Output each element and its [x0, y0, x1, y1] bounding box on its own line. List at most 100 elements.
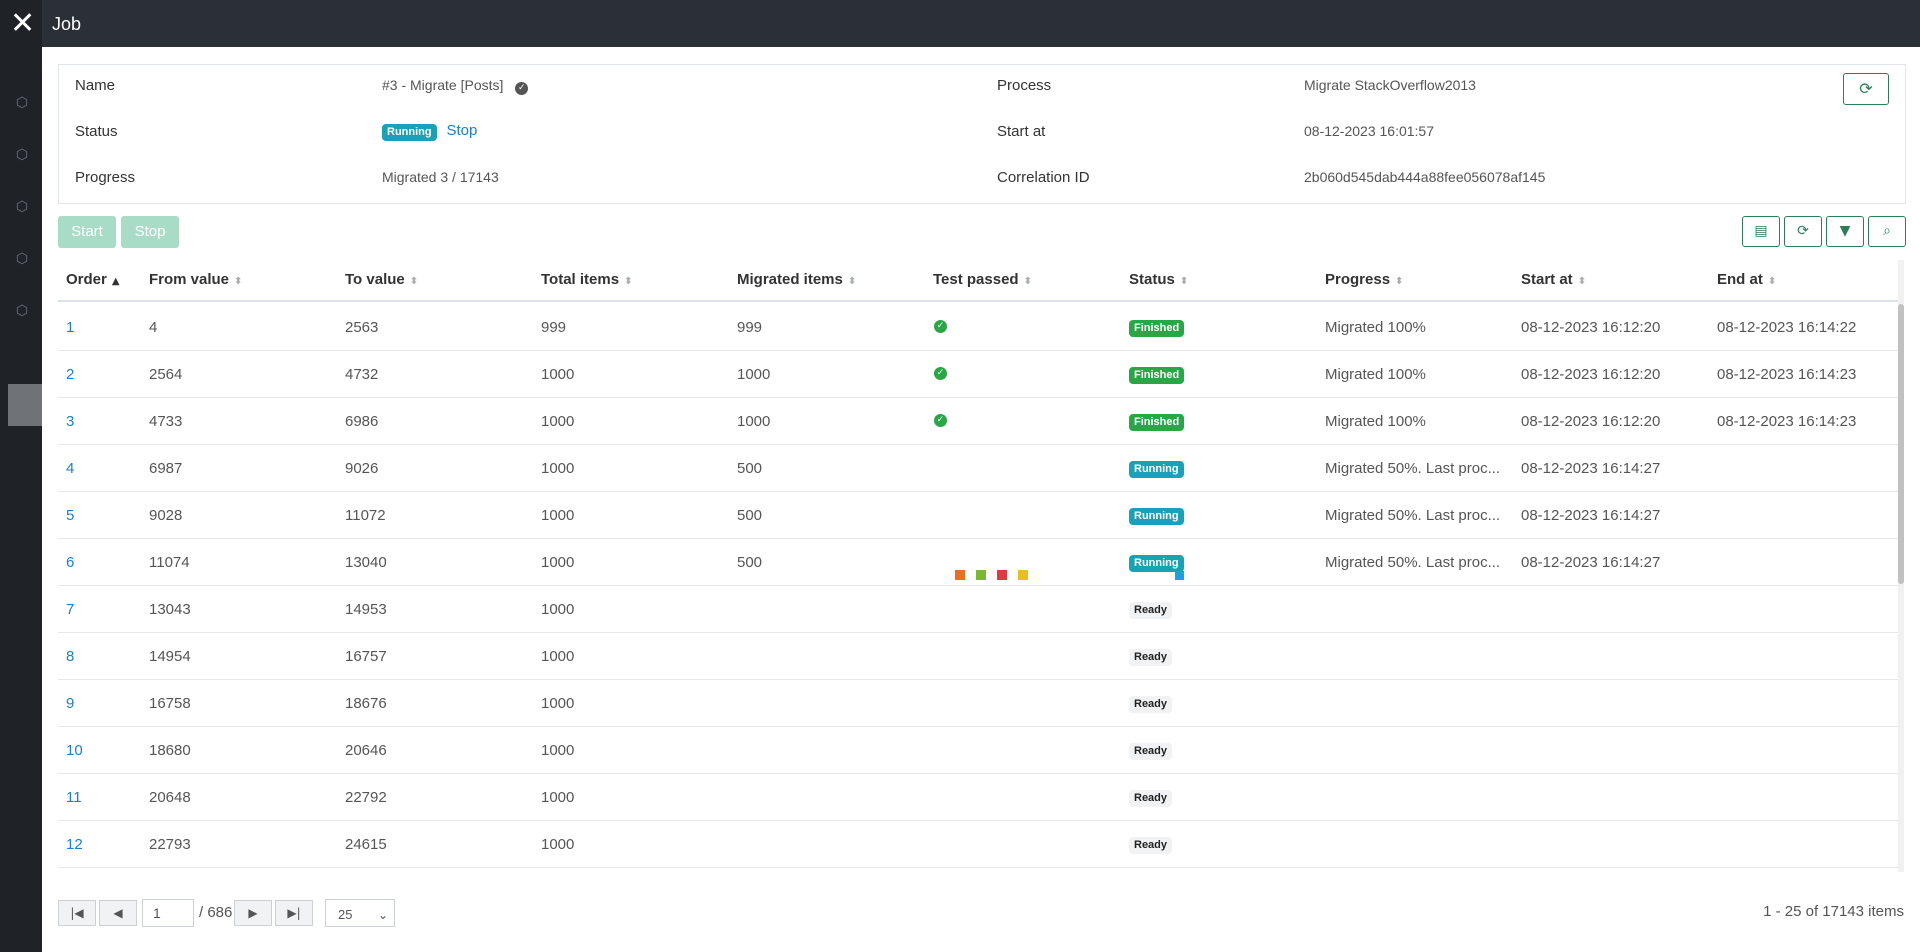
- table-row[interactable]: 1 4 2563 999 999 ✓ Finished Migrated 100% 08-12-…: [58, 304, 1898, 351]
- cell-from: 18680: [149, 742, 191, 759]
- export-excel-button[interactable]: ▤: [1742, 216, 1780, 247]
- cell-from: 13043: [149, 601, 191, 618]
- cell-total: 1000: [541, 601, 575, 618]
- cell-end: 08-12-2023 16:14:23: [1717, 366, 1857, 383]
- refresh-icon: ⟳: [1797, 223, 1809, 239]
- cell-end: 08-12-2023 16:14:23: [1717, 413, 1857, 430]
- table-row[interactable]: 4 6987 9026 1000 500 Running Migrated 50%. Las…: [58, 445, 1898, 492]
- order-link[interactable]: 6: [66, 554, 75, 571]
- prev-page-icon: ◀: [113, 906, 123, 920]
- cell-migrated: 999: [737, 319, 763, 336]
- table-row[interactable]: 10 18680 20646 1000 Ready: [58, 727, 1898, 774]
- cell-total: 1000: [541, 836, 575, 853]
- order-link[interactable]: 1: [66, 319, 75, 336]
- order-link[interactable]: 8: [66, 648, 75, 665]
- order-link[interactable]: 12: [66, 836, 83, 853]
- filter-button[interactable]: ▼: [1826, 216, 1864, 247]
- column-header-label: Status: [1129, 271, 1175, 288]
- column-header[interactable]: End at ⬍: [1717, 271, 1776, 288]
- column-header-label: Migrated items: [737, 271, 843, 288]
- refresh-grid-button[interactable]: ⟳: [1784, 216, 1822, 247]
- next-page-icon: ▶: [248, 906, 258, 920]
- order-link[interactable]: 3: [66, 413, 75, 430]
- job-name-text: #3 - Migrate [Posts]: [382, 77, 504, 93]
- cell-from: 16758: [149, 695, 191, 712]
- column-header[interactable]: Progress ⬍: [1325, 271, 1403, 288]
- last-page-icon: ▶|: [287, 906, 301, 920]
- table-row[interactable]: 12 22793 24615 1000 Ready: [58, 821, 1898, 868]
- cell-migrated: 500: [737, 554, 763, 571]
- cell-total: 1000: [541, 789, 575, 806]
- page-size-select[interactable]: 25 ⌄: [325, 899, 395, 927]
- status-label: Status: [75, 123, 118, 140]
- cell-to: 2563: [345, 319, 379, 336]
- scrollbar-thumb[interactable]: [1898, 304, 1904, 584]
- table-row[interactable]: 9 16758 18676 1000 Ready: [58, 680, 1898, 727]
- cell-to: 20646: [345, 742, 387, 759]
- column-header[interactable]: From value ⬍: [149, 271, 242, 288]
- table-row[interactable]: 11 20648 22792 1000 Ready: [58, 774, 1898, 821]
- stop-button[interactable]: Stop: [121, 216, 179, 248]
- status-badge: Ready: [1129, 602, 1173, 619]
- cell-to: 24615: [345, 836, 387, 853]
- column-header[interactable]: Start at ⬍: [1521, 271, 1586, 288]
- sort-icon: ▲: [111, 276, 120, 287]
- page-input[interactable]: 1: [142, 899, 194, 927]
- order-link[interactable]: 10: [66, 742, 83, 759]
- first-page-button[interactable]: |◀: [58, 900, 96, 926]
- process-value: Migrate StackOverflow2013: [1304, 77, 1476, 93]
- table-row[interactable]: 8 14954 16757 1000 Ready: [58, 633, 1898, 680]
- status-badge: Ready: [1129, 649, 1173, 666]
- table-row[interactable]: 2 2564 4732 1000 1000 ✓ Finished Migrated 100% 0…: [58, 351, 1898, 398]
- search-button[interactable]: ⌕: [1868, 216, 1906, 247]
- progress-value: Migrated 3 / 17143: [382, 169, 499, 185]
- column-header[interactable]: To value ⬍: [345, 271, 418, 288]
- order-link[interactable]: 9: [66, 695, 75, 712]
- cell-to: 11072: [345, 507, 386, 524]
- cell-from: 9028: [149, 507, 183, 524]
- order-link[interactable]: 11: [66, 789, 82, 806]
- cell-start: 08-12-2023 16:14:27: [1521, 554, 1661, 571]
- cell-migrated: 500: [737, 460, 763, 477]
- cell-progress: Migrated 50%. Last proc...: [1325, 507, 1501, 524]
- cell-from: 6987: [149, 460, 183, 477]
- chevron-down-icon: ⌄: [377, 908, 388, 922]
- column-header[interactable]: Order ▲: [66, 271, 120, 288]
- cell-start: 08-12-2023 16:12:20: [1521, 366, 1661, 383]
- order-link[interactable]: 5: [66, 507, 75, 524]
- progress-label: Progress: [75, 169, 136, 186]
- column-header[interactable]: Test passed ⬍: [933, 271, 1032, 288]
- column-header[interactable]: Status ⬍: [1129, 271, 1188, 288]
- order-link[interactable]: 4: [66, 460, 75, 477]
- parts-grid: Order ▲ From value ⬍ To value ⬍ Total items ⬍ Mi…: [58, 260, 1898, 872]
- cell-progress: Migrated 100%: [1325, 413, 1426, 430]
- cell-progress: Migrated 50%. Last proc...: [1325, 460, 1501, 477]
- order-link[interactable]: 7: [66, 601, 75, 618]
- background-block: [8, 384, 42, 426]
- background-sidebar: ⬡ ⬡ ⬡ ⬡ ⬡: [0, 0, 42, 952]
- prev-page-button[interactable]: ◀: [99, 900, 137, 926]
- column-header[interactable]: Migrated items ⬍: [737, 271, 856, 288]
- table-row[interactable]: 5 9028 11072 1000 500 Running Migrated 50%. La…: [58, 492, 1898, 539]
- search-icon: ⌕: [1883, 223, 1891, 239]
- grid-scrollbar[interactable]: [1898, 260, 1904, 872]
- start-button[interactable]: Start: [58, 216, 116, 248]
- order-link[interactable]: 2: [66, 366, 75, 383]
- stop-link[interactable]: Stop: [446, 122, 478, 139]
- loading-dot: [1175, 571, 1184, 580]
- filter-icon: ▼: [1839, 223, 1851, 239]
- cell-to: 9026: [345, 460, 379, 477]
- last-page-button[interactable]: ▶|: [275, 900, 313, 926]
- cell-total: 1000: [541, 695, 575, 712]
- next-page-button[interactable]: ▶: [234, 900, 272, 926]
- table-row[interactable]: 3 4733 6986 1000 1000 ✓ Finished Migrated 100% 0…: [58, 398, 1898, 445]
- loading-dot: [955, 570, 965, 580]
- table-row[interactable]: 6 11074 13040 1000 500 Running Migrated 50%. L…: [58, 539, 1898, 586]
- cell-total: 1000: [541, 742, 575, 759]
- table-row[interactable]: 7 13043 14953 1000 Ready: [58, 586, 1898, 633]
- cell-start: 08-12-2023 16:12:20: [1521, 319, 1661, 336]
- close-icon[interactable]: ✕: [10, 6, 36, 41]
- column-header[interactable]: Total items ⬍: [541, 271, 632, 288]
- refresh-job-button[interactable]: ⟳: [1843, 73, 1889, 105]
- cell-total: 1000: [541, 460, 575, 477]
